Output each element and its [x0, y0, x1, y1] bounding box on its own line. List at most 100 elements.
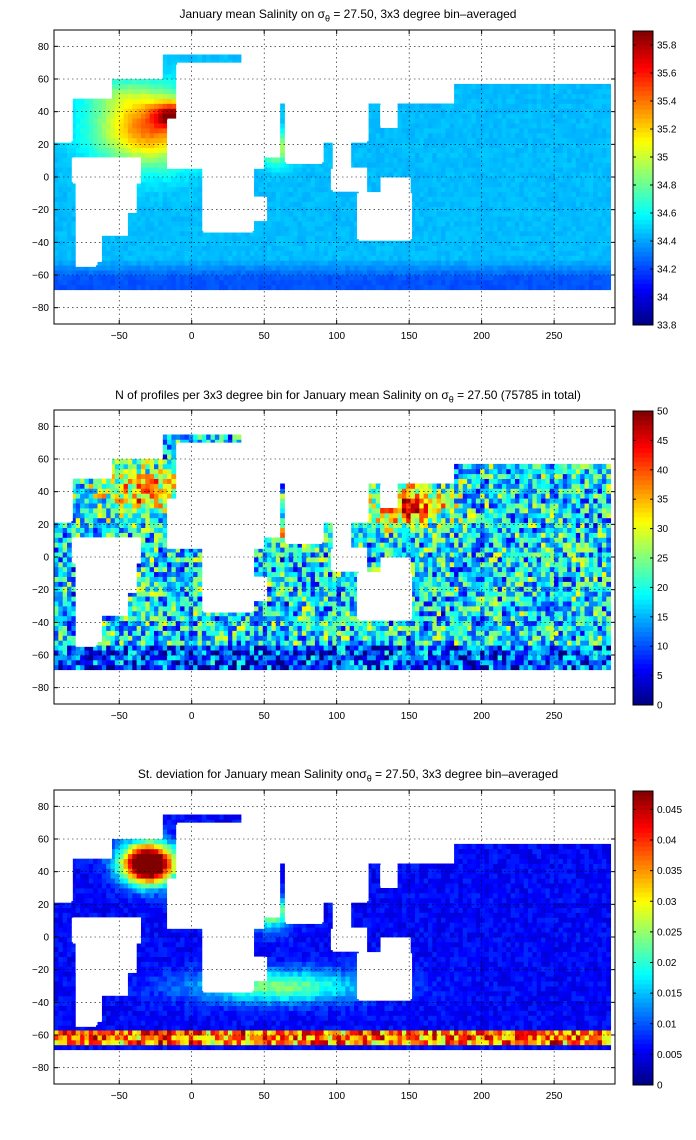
data-cell: [136, 625, 142, 631]
data-cell: [123, 664, 129, 671]
data-cell: [601, 245, 607, 251]
data-cell: [136, 459, 142, 465]
data-cell: [171, 230, 177, 237]
data-cell: [419, 270, 425, 276]
data-cell: [506, 250, 512, 256]
data-cell: [71, 488, 77, 494]
data-cell: [519, 142, 525, 148]
data-cell: [184, 275, 190, 281]
data-cell: [145, 250, 151, 256]
data-cell: [514, 265, 520, 271]
data-cell: [71, 508, 77, 514]
data-cell: [523, 191, 529, 197]
data-cell: [462, 98, 468, 104]
data-cell: [301, 167, 307, 173]
data-cell: [571, 245, 577, 251]
data-cell: [71, 103, 77, 109]
data-cell: [410, 132, 416, 139]
data-cell: [419, 216, 425, 222]
data-cell: [532, 172, 538, 178]
data-cell: [375, 152, 381, 158]
data-cell: [71, 279, 77, 286]
data-cell: [319, 216, 325, 222]
data-cell: [475, 162, 481, 168]
data-cell: [471, 279, 477, 286]
data-cell: [80, 503, 85, 509]
data-cell: [132, 152, 138, 158]
data-cell: [280, 167, 285, 173]
data-cell: [419, 260, 425, 266]
data-cell: [371, 113, 377, 119]
landmass: [72, 157, 141, 184]
data-cell: [388, 142, 394, 148]
data-cell: [71, 483, 77, 489]
data-cell: [519, 108, 525, 114]
data-cell: [449, 255, 455, 261]
data-cell: [127, 113, 133, 119]
data-cell: [588, 103, 594, 109]
data-cell: [171, 93, 177, 99]
data-cell: [106, 240, 111, 246]
y-tick-label: −80: [32, 303, 49, 314]
data-cell: [236, 255, 242, 261]
data-cell: [106, 260, 111, 266]
data-cell: [541, 221, 546, 227]
data-cell: [267, 172, 272, 178]
data-cell: [588, 108, 594, 114]
data-cell: [254, 221, 259, 227]
data-cell: [567, 123, 572, 129]
data-cell: [140, 142, 146, 148]
data-cell: [341, 226, 346, 232]
data-cell: [471, 255, 477, 261]
data-cell: [232, 59, 238, 65]
data-cell: [349, 221, 355, 227]
data-cell: [114, 250, 120, 256]
data-cell: [167, 255, 172, 261]
data-cell: [62, 181, 68, 188]
data-cell: [280, 226, 285, 232]
data-cell: [149, 113, 155, 119]
data-cell: [267, 177, 272, 183]
data-cell: [158, 167, 164, 173]
data-cell: [288, 167, 294, 173]
data-cell: [458, 186, 464, 193]
data-cell: [493, 123, 498, 129]
data-cell: [293, 235, 298, 242]
data-cell: [271, 206, 277, 212]
data-cell: [584, 260, 590, 266]
data-cell: [171, 245, 177, 251]
data-cell: [297, 240, 303, 246]
data-cell: [127, 591, 133, 597]
data-cell: [593, 216, 599, 222]
data-cell: [245, 265, 251, 271]
data-cell: [145, 191, 151, 197]
data-cell: [484, 98, 490, 104]
data-cell: [197, 284, 203, 291]
data-cell: [597, 98, 603, 104]
data-cell: [471, 172, 477, 178]
data-cell: [423, 221, 429, 227]
data-cell: [380, 172, 385, 178]
data-cell: [454, 93, 459, 99]
data-cell: [580, 245, 585, 251]
data-cell: [458, 196, 464, 202]
data-cell: [140, 498, 146, 504]
data-cell: [567, 172, 572, 178]
data-cell: [327, 201, 333, 207]
data-cell: [162, 181, 168, 188]
data-cell: [210, 54, 216, 60]
data-cell: [562, 167, 568, 173]
data-cell: [414, 167, 420, 173]
data-cell: [580, 284, 585, 291]
data-cell: [471, 152, 477, 158]
data-cell: [423, 132, 429, 139]
data-cell: [523, 167, 529, 173]
data-cell: [532, 152, 538, 158]
data-cell: [367, 132, 372, 139]
data-cell: [106, 478, 111, 484]
data-cell: [358, 284, 364, 291]
data-cell: [506, 181, 512, 188]
data-cell: [71, 635, 77, 641]
data-cell: [532, 230, 538, 237]
data-cell: [549, 250, 555, 256]
